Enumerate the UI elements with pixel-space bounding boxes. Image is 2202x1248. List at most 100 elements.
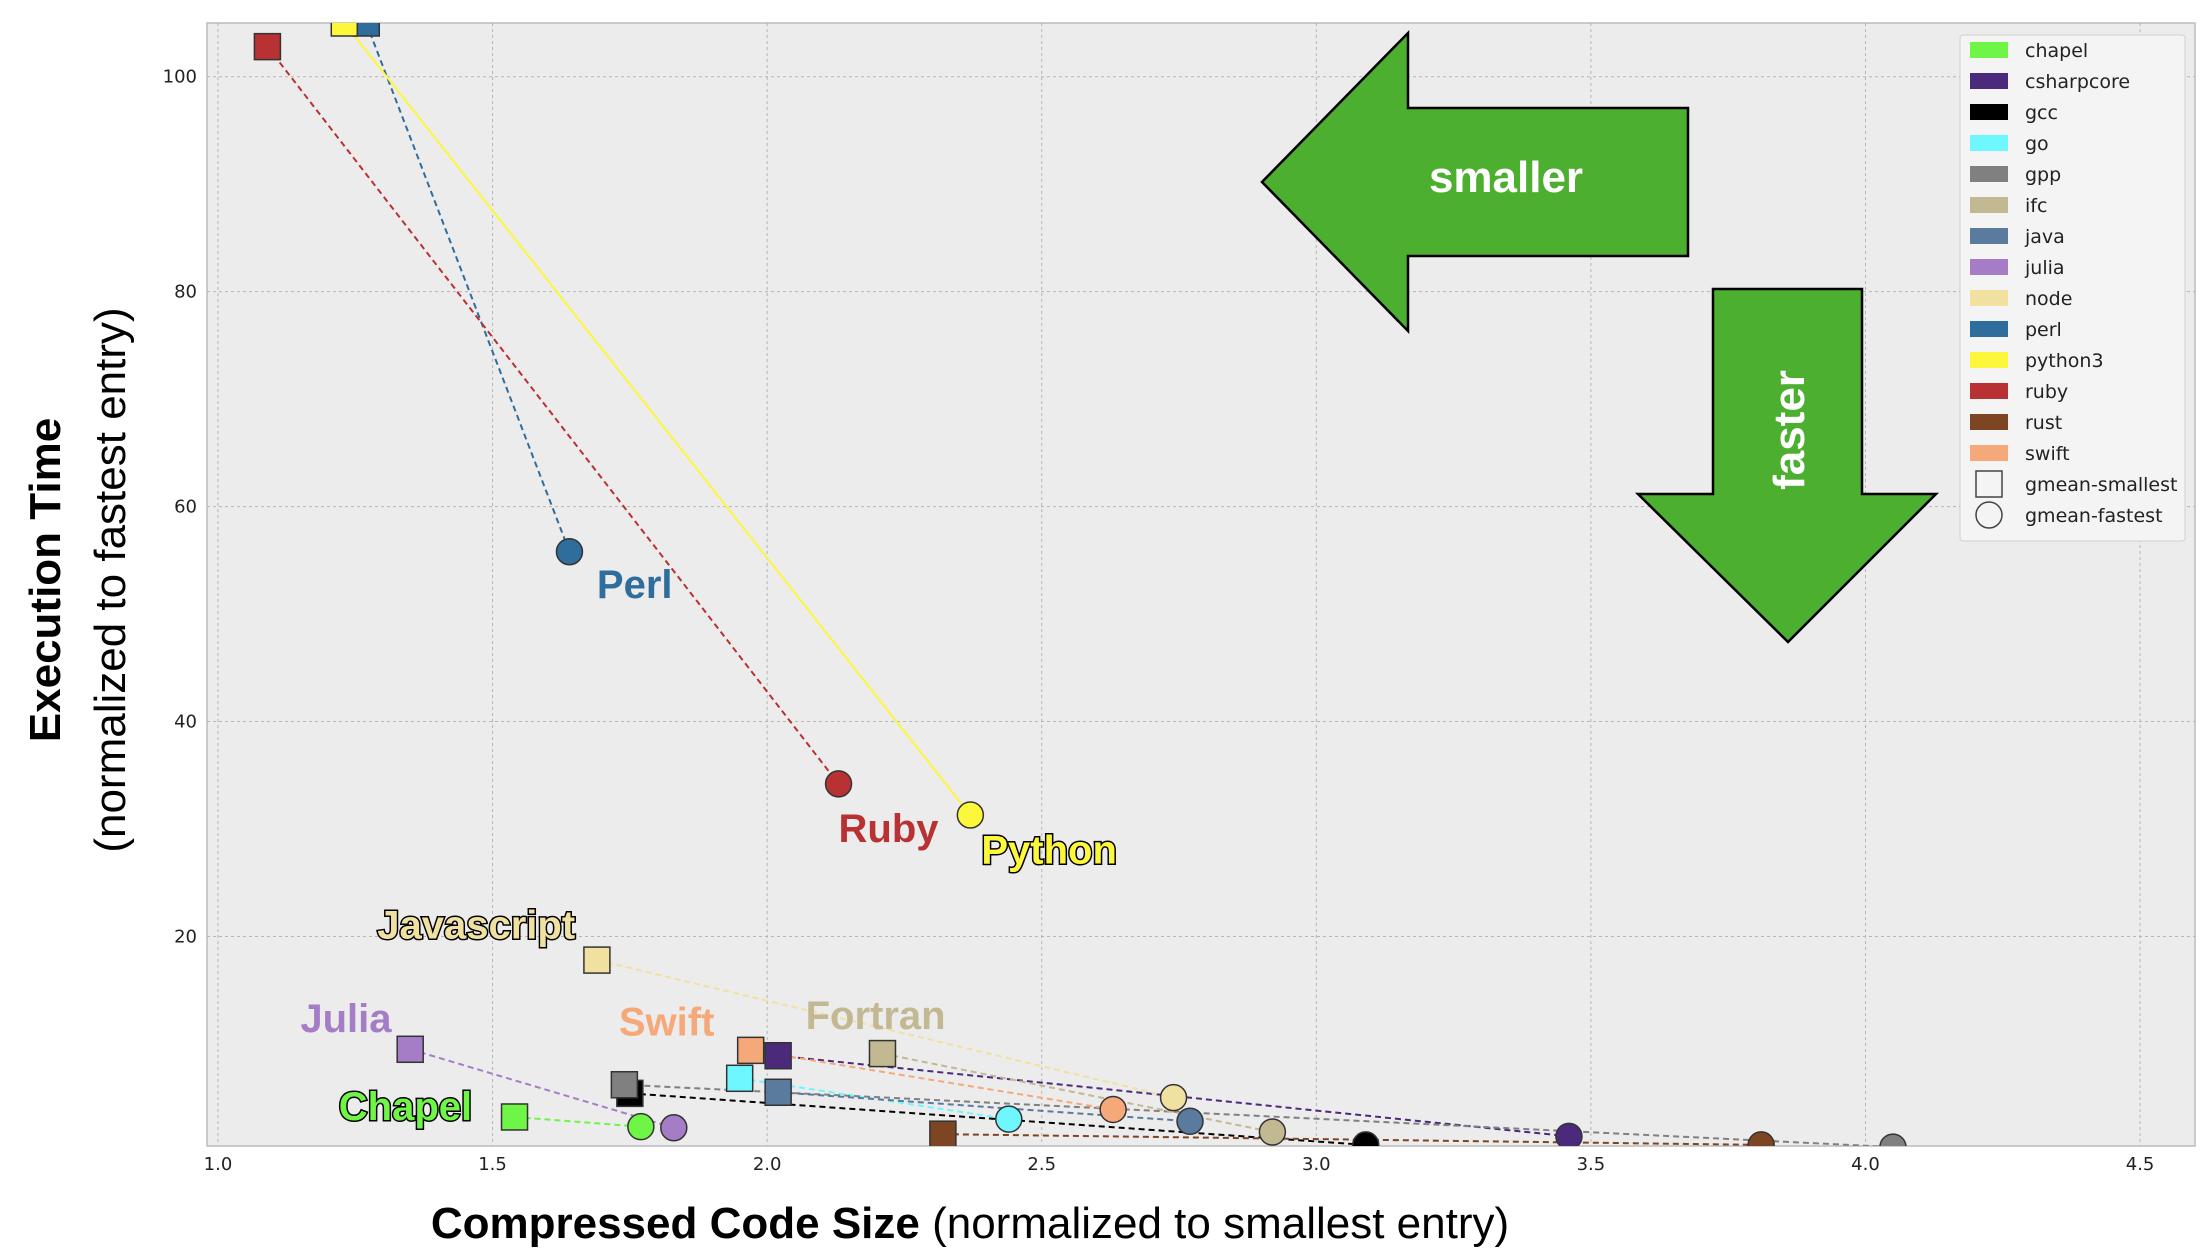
x-axis-label: Compressed Code Size (normalized to smal… xyxy=(431,1199,1509,1248)
legend-label-node: node xyxy=(2025,288,2072,310)
legend-swatch-chapel xyxy=(1970,42,2008,58)
y-tick-label: 60 xyxy=(174,497,197,518)
marker-smallest-python3 xyxy=(330,23,359,37)
legend-label-ifc: ifc xyxy=(2025,195,2047,217)
y-tick-label: 20 xyxy=(174,926,197,947)
smaller-arrow-label: smaller xyxy=(1429,153,1583,202)
marker-smallest-csharpcore xyxy=(764,1041,792,1070)
legend-swatch-rust xyxy=(1970,414,2008,430)
marker-smallest-rust xyxy=(929,1120,957,1146)
series-line-perl xyxy=(365,23,571,553)
faster-arrow-label: faster xyxy=(1765,370,1814,490)
marker-fastest-node xyxy=(1159,1083,1188,1112)
legend-label-julia: julia xyxy=(2024,257,2065,279)
y-axis-label: Execution Time xyxy=(21,418,70,742)
legend-swatch-python3 xyxy=(1970,352,2008,368)
callout-julia: Julia xyxy=(300,997,392,1041)
legend-label-gmean-smallest: gmean-smallest xyxy=(2025,474,2177,496)
x-tick-label: 1.5 xyxy=(478,1154,507,1175)
marker-smallest-chapel xyxy=(500,1103,529,1131)
series-line-gcc xyxy=(629,1092,1366,1146)
legend-swatch-csharpcore xyxy=(1970,73,2008,89)
ticks: 1.0 1.5 2.0 2.5 3.0 3.5 4.0 4.5 20 40 60 80 100 xyxy=(163,67,2155,1175)
marker-smallest-swift xyxy=(736,1036,765,1065)
faster-arrow xyxy=(1634,287,1940,644)
legend-swatch-julia xyxy=(1970,259,2008,275)
x-tick-label: 1.0 xyxy=(204,1154,233,1175)
series-line-chapel xyxy=(514,1115,641,1128)
callout-chapel: Chapel xyxy=(339,1085,472,1129)
callout-javascript: Javascript xyxy=(377,904,575,948)
series-line-julia xyxy=(409,1048,675,1129)
legend: chapel csharpcore gcc go gpp ifc java julia node… xyxy=(1959,34,2186,542)
marker-smallest-ifc xyxy=(868,1039,897,1068)
legend-swatch-node xyxy=(1970,290,2008,306)
series-line-csharpcore xyxy=(778,1054,1570,1138)
legend-swatch-java xyxy=(1970,228,2008,244)
marker-fastest-python3 xyxy=(956,801,985,829)
series-line-rust xyxy=(942,1133,1762,1146)
x-tick-label: 4.5 xyxy=(2126,1154,2155,1175)
marker-fastest-csharpcore xyxy=(1555,1122,1583,1146)
x-tick-label: 4.0 xyxy=(1851,1154,1880,1175)
marker-fastest-rust xyxy=(1747,1131,1775,1146)
legend-label-java: java xyxy=(2024,226,2065,248)
series-line-python3 xyxy=(343,23,972,816)
y-axis-sublabel: (normalized to fastest entry) xyxy=(86,307,135,852)
legend-marker-circle xyxy=(1975,501,2003,529)
series-line-ruby xyxy=(266,46,840,785)
marker-smallest-ruby xyxy=(253,32,282,61)
marker-smallest-perl xyxy=(352,23,381,37)
x-tick-label: 3.0 xyxy=(1302,1154,1331,1175)
marker-fastest-go xyxy=(995,1105,1023,1133)
marker-smallest-julia xyxy=(396,1035,424,1064)
legend-label-chapel: chapel xyxy=(2025,40,2088,62)
marker-fastest-chapel xyxy=(627,1112,655,1141)
legend-swatch-gcc xyxy=(1970,104,2008,120)
series-line-node xyxy=(596,959,1174,1099)
legend-swatch-perl xyxy=(1970,321,2008,337)
marker-fastest-perl xyxy=(555,537,584,566)
smaller-arrow xyxy=(1260,29,1690,335)
callout-perl: Perl xyxy=(597,563,673,607)
legend-label-gcc: gcc xyxy=(2025,102,2058,124)
legend-label-gmean-fastest: gmean-fastest xyxy=(2025,505,2163,527)
legend-label-python3: python3 xyxy=(2025,350,2104,372)
marker-fastest-ifc xyxy=(1258,1118,1287,1146)
legend-label-go: go xyxy=(2025,133,2049,155)
series-line-ifc xyxy=(882,1052,1273,1134)
x-tick-label: 2.0 xyxy=(753,1154,782,1175)
marker-smallest-node xyxy=(583,946,611,974)
marker-fastest-java xyxy=(1176,1107,1204,1136)
legend-label-ruby: ruby xyxy=(2025,381,2068,403)
marker-fastest-swift xyxy=(1099,1095,1127,1124)
legend-swatch-swift xyxy=(1970,445,2008,461)
series-markers xyxy=(253,23,1907,1146)
legend-marker-square xyxy=(1975,470,2003,498)
legend-swatch-gpp xyxy=(1970,166,2008,182)
marker-smallest-go xyxy=(725,1064,754,1093)
y-tick-label: 80 xyxy=(174,282,197,303)
legend-swatch-ifc xyxy=(1970,197,2008,213)
legend-label-rust: rust xyxy=(2025,412,2062,434)
legend-label-csharpcore: csharpcore xyxy=(2025,71,2130,93)
annotations: Perl Ruby Python Javascript Julia Swift Fortra… xyxy=(300,563,1118,1131)
arrows: smaller faster xyxy=(1260,29,1940,644)
callout-ruby: Ruby xyxy=(839,807,940,851)
callout-python: Python xyxy=(981,828,1117,872)
series-line-swift xyxy=(750,1049,1114,1111)
legend-label-gpp: gpp xyxy=(2025,164,2061,186)
x-tick-label: 2.5 xyxy=(1027,1154,1056,1175)
marker-fastest-gpp xyxy=(1879,1133,1907,1146)
legend-box xyxy=(1959,34,2186,542)
marker-fastest-julia xyxy=(660,1113,688,1142)
series-line-gpp xyxy=(624,1083,1892,1146)
y-tick-label: 40 xyxy=(174,712,197,733)
callout-swift: Swift xyxy=(619,1000,715,1044)
plot-background xyxy=(206,22,2196,1147)
x-tick-label: 3.5 xyxy=(1577,1154,1606,1175)
marker-fastest-gcc xyxy=(1352,1131,1380,1146)
callout-fortran: Fortran xyxy=(806,994,946,1038)
marker-smallest-gpp xyxy=(610,1070,639,1099)
